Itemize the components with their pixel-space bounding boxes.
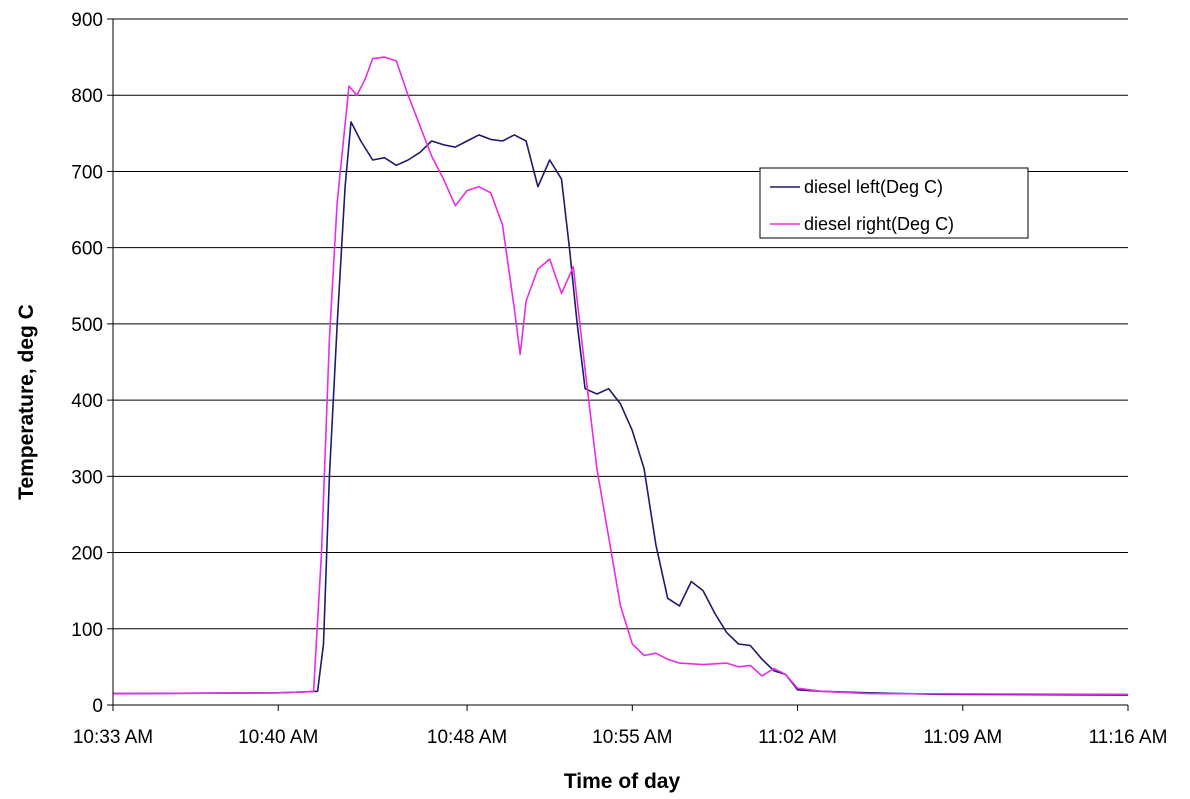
y-tick-label: 400 [71, 391, 103, 412]
legend: diesel left(Deg C) diesel right(Deg C) [759, 167, 1029, 239]
grid-lines [113, 18, 1128, 630]
x-tick-label: 10:55 AM [592, 727, 672, 748]
y-tick-label: 700 [71, 162, 103, 183]
y-tick-label: 0 [92, 696, 103, 717]
y-tick-label: 900 [71, 10, 103, 31]
x-tick-label: 10:40 AM [238, 727, 318, 748]
y-tick-label: 600 [71, 239, 103, 260]
y-tick-label: 100 [71, 620, 103, 641]
x-axis-title: Time of day [564, 770, 681, 793]
legend-item-diesel-right: diesel right(Deg C) [770, 214, 954, 234]
y-tick-label: 800 [71, 86, 103, 107]
y-tick-label: 200 [71, 544, 103, 565]
series-line-diesel-left [112, 121, 1129, 696]
x-tick-labels: 10:33 AM 10:40 AM 10:48 AM 10:55 AM 11:02 AM… [73, 727, 1168, 748]
legend-box [759, 167, 1029, 239]
x-tick-label: 11:02 AM [758, 727, 837, 748]
axes [107, 18, 1129, 711]
y-axis-title: Temperature, deg C [15, 304, 38, 500]
y-tick-label: 500 [71, 315, 103, 336]
legend-label-diesel-right: diesel right(Deg C) [804, 214, 954, 234]
series-lines [112, 56, 1129, 696]
x-tick-label: 10:48 AM [427, 727, 507, 748]
y-tick-labels: 0 100 200 300 400 500 600 700 800 900 [71, 10, 103, 717]
x-tick-label: 11:16 AM [1089, 727, 1168, 748]
y-tick-label: 300 [71, 467, 103, 488]
legend-item-diesel-left: diesel left(Deg C) [770, 177, 943, 197]
series-line-diesel-right [112, 56, 1129, 696]
x-tick-label: 11:09 AM [923, 727, 1002, 748]
legend-label-diesel-left: diesel left(Deg C) [804, 177, 943, 197]
x-tick-label: 10:33 AM [73, 727, 153, 748]
